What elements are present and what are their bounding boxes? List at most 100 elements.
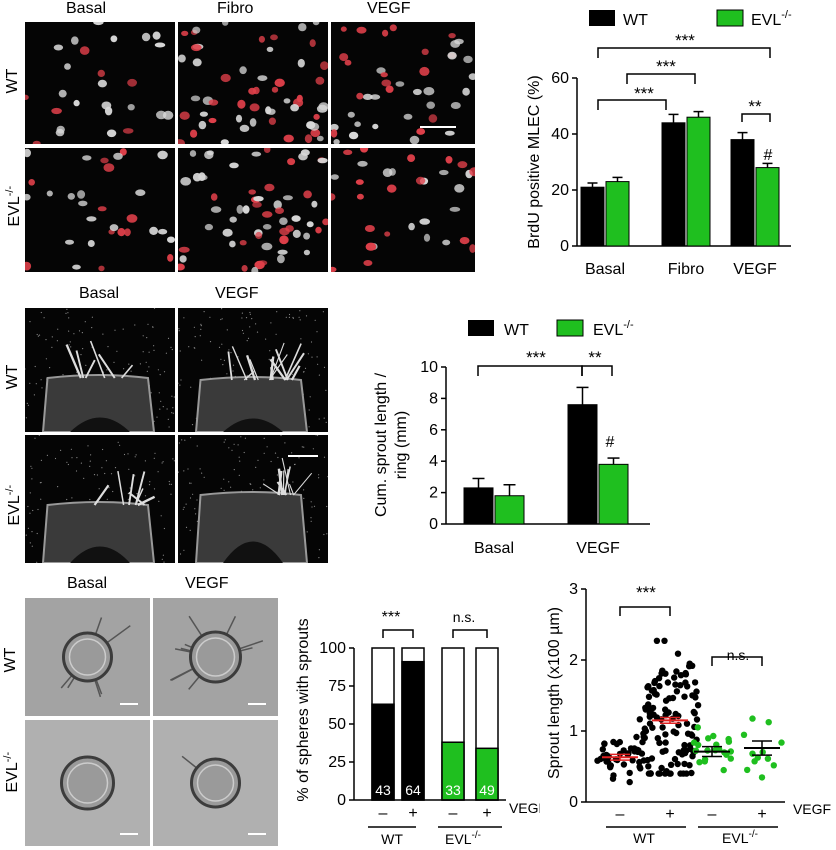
sprout <box>188 675 201 690</box>
speckle <box>33 394 35 396</box>
white-nucleus <box>229 216 237 223</box>
data-point <box>638 750 646 757</box>
speckle <box>299 310 301 312</box>
speckle <box>220 358 222 360</box>
speckle <box>101 467 103 469</box>
red-nucleus <box>126 214 138 223</box>
sprout <box>137 495 156 507</box>
white-nucleus <box>277 249 288 255</box>
speckle <box>316 356 318 358</box>
speckle <box>196 445 198 447</box>
sprout <box>231 346 248 381</box>
speckle <box>153 488 156 490</box>
data-point <box>696 759 703 766</box>
white-nucleus <box>449 206 461 212</box>
speckle <box>136 493 138 495</box>
white-nucleus <box>220 139 229 144</box>
speckle <box>310 520 312 522</box>
speckle <box>193 326 195 328</box>
white-nucleus <box>229 240 236 248</box>
sprout <box>268 354 288 381</box>
red-nucleus <box>254 260 265 270</box>
y-tick-label: 8 <box>429 390 438 407</box>
vegf-sign: + <box>482 805 491 822</box>
white-nucleus <box>273 200 282 210</box>
legend-swatch-evl <box>556 319 584 337</box>
speckle <box>139 363 141 365</box>
speckle <box>200 325 202 327</box>
speckle <box>199 335 201 337</box>
speckle <box>241 329 244 332</box>
speckle <box>60 449 62 451</box>
vegf-sign: + <box>408 805 417 822</box>
speckle <box>25 417 27 419</box>
y-tick-label: 25 <box>328 754 346 771</box>
speckle <box>182 508 184 510</box>
white-nucleus <box>347 111 355 118</box>
speckle <box>82 348 84 350</box>
speckle <box>80 462 82 464</box>
legend-label-evl: EVL-/- <box>751 9 792 29</box>
speckle <box>129 487 131 489</box>
speckle <box>46 454 48 456</box>
sig-bracket <box>452 629 488 638</box>
nuclei-image <box>331 148 475 272</box>
micrograph-evl-vegf <box>331 148 475 272</box>
red-nucleus <box>178 139 185 144</box>
speckle <box>312 448 314 450</box>
micrograph-wt-basal <box>25 22 175 144</box>
speckle <box>38 435 40 436</box>
red-nucleus <box>117 228 126 237</box>
red-nucleus <box>385 85 394 93</box>
red-nucleus <box>340 26 347 32</box>
y-tick-label: 0 <box>560 238 569 255</box>
white-nucleus <box>154 42 166 48</box>
sig-bracket <box>477 365 583 376</box>
speckle <box>284 442 286 444</box>
speckle <box>307 353 309 355</box>
x-tick-basal: Basal <box>474 540 514 557</box>
speckle <box>127 453 129 455</box>
y-tick-label: 2 <box>569 652 578 669</box>
speckle <box>43 317 45 319</box>
speckle <box>67 312 69 314</box>
data-point <box>601 740 608 747</box>
ring-image <box>25 308 175 432</box>
red-nucleus <box>100 157 109 164</box>
data-point <box>636 716 643 723</box>
speckle <box>270 460 272 463</box>
y-tick-label: 40 <box>551 126 569 143</box>
data-point <box>636 763 643 770</box>
data-point <box>626 778 633 786</box>
data-point <box>749 750 756 757</box>
speckle <box>228 447 230 449</box>
white-nucleus <box>251 151 262 157</box>
y-tick-label: 1 <box>569 723 578 740</box>
red-nucleus <box>303 190 312 199</box>
vegf-sign: – <box>616 806 625 823</box>
red-nucleus <box>365 242 377 251</box>
sprout <box>277 470 283 496</box>
data-point <box>655 770 662 777</box>
data-point <box>710 732 717 740</box>
data-point <box>754 754 761 761</box>
sig-bracket <box>619 606 671 616</box>
sprout <box>188 615 203 637</box>
micrograph-ring-wt-vegf <box>178 308 328 432</box>
speckle <box>181 439 183 441</box>
sprout <box>275 348 289 381</box>
bar <box>605 181 630 247</box>
data-point <box>720 766 727 774</box>
white-nucleus <box>67 193 75 200</box>
speckle <box>266 446 268 448</box>
red-nucleus <box>407 154 416 162</box>
speckle <box>304 367 307 369</box>
white-nucleus <box>311 200 318 208</box>
sig-evl: n.s. <box>453 609 476 625</box>
red-nucleus <box>389 24 397 32</box>
white-nucleus <box>109 224 119 232</box>
white-nucleus <box>71 36 79 45</box>
speckle <box>41 387 43 389</box>
sprout <box>243 370 255 381</box>
speckle <box>280 435 282 437</box>
